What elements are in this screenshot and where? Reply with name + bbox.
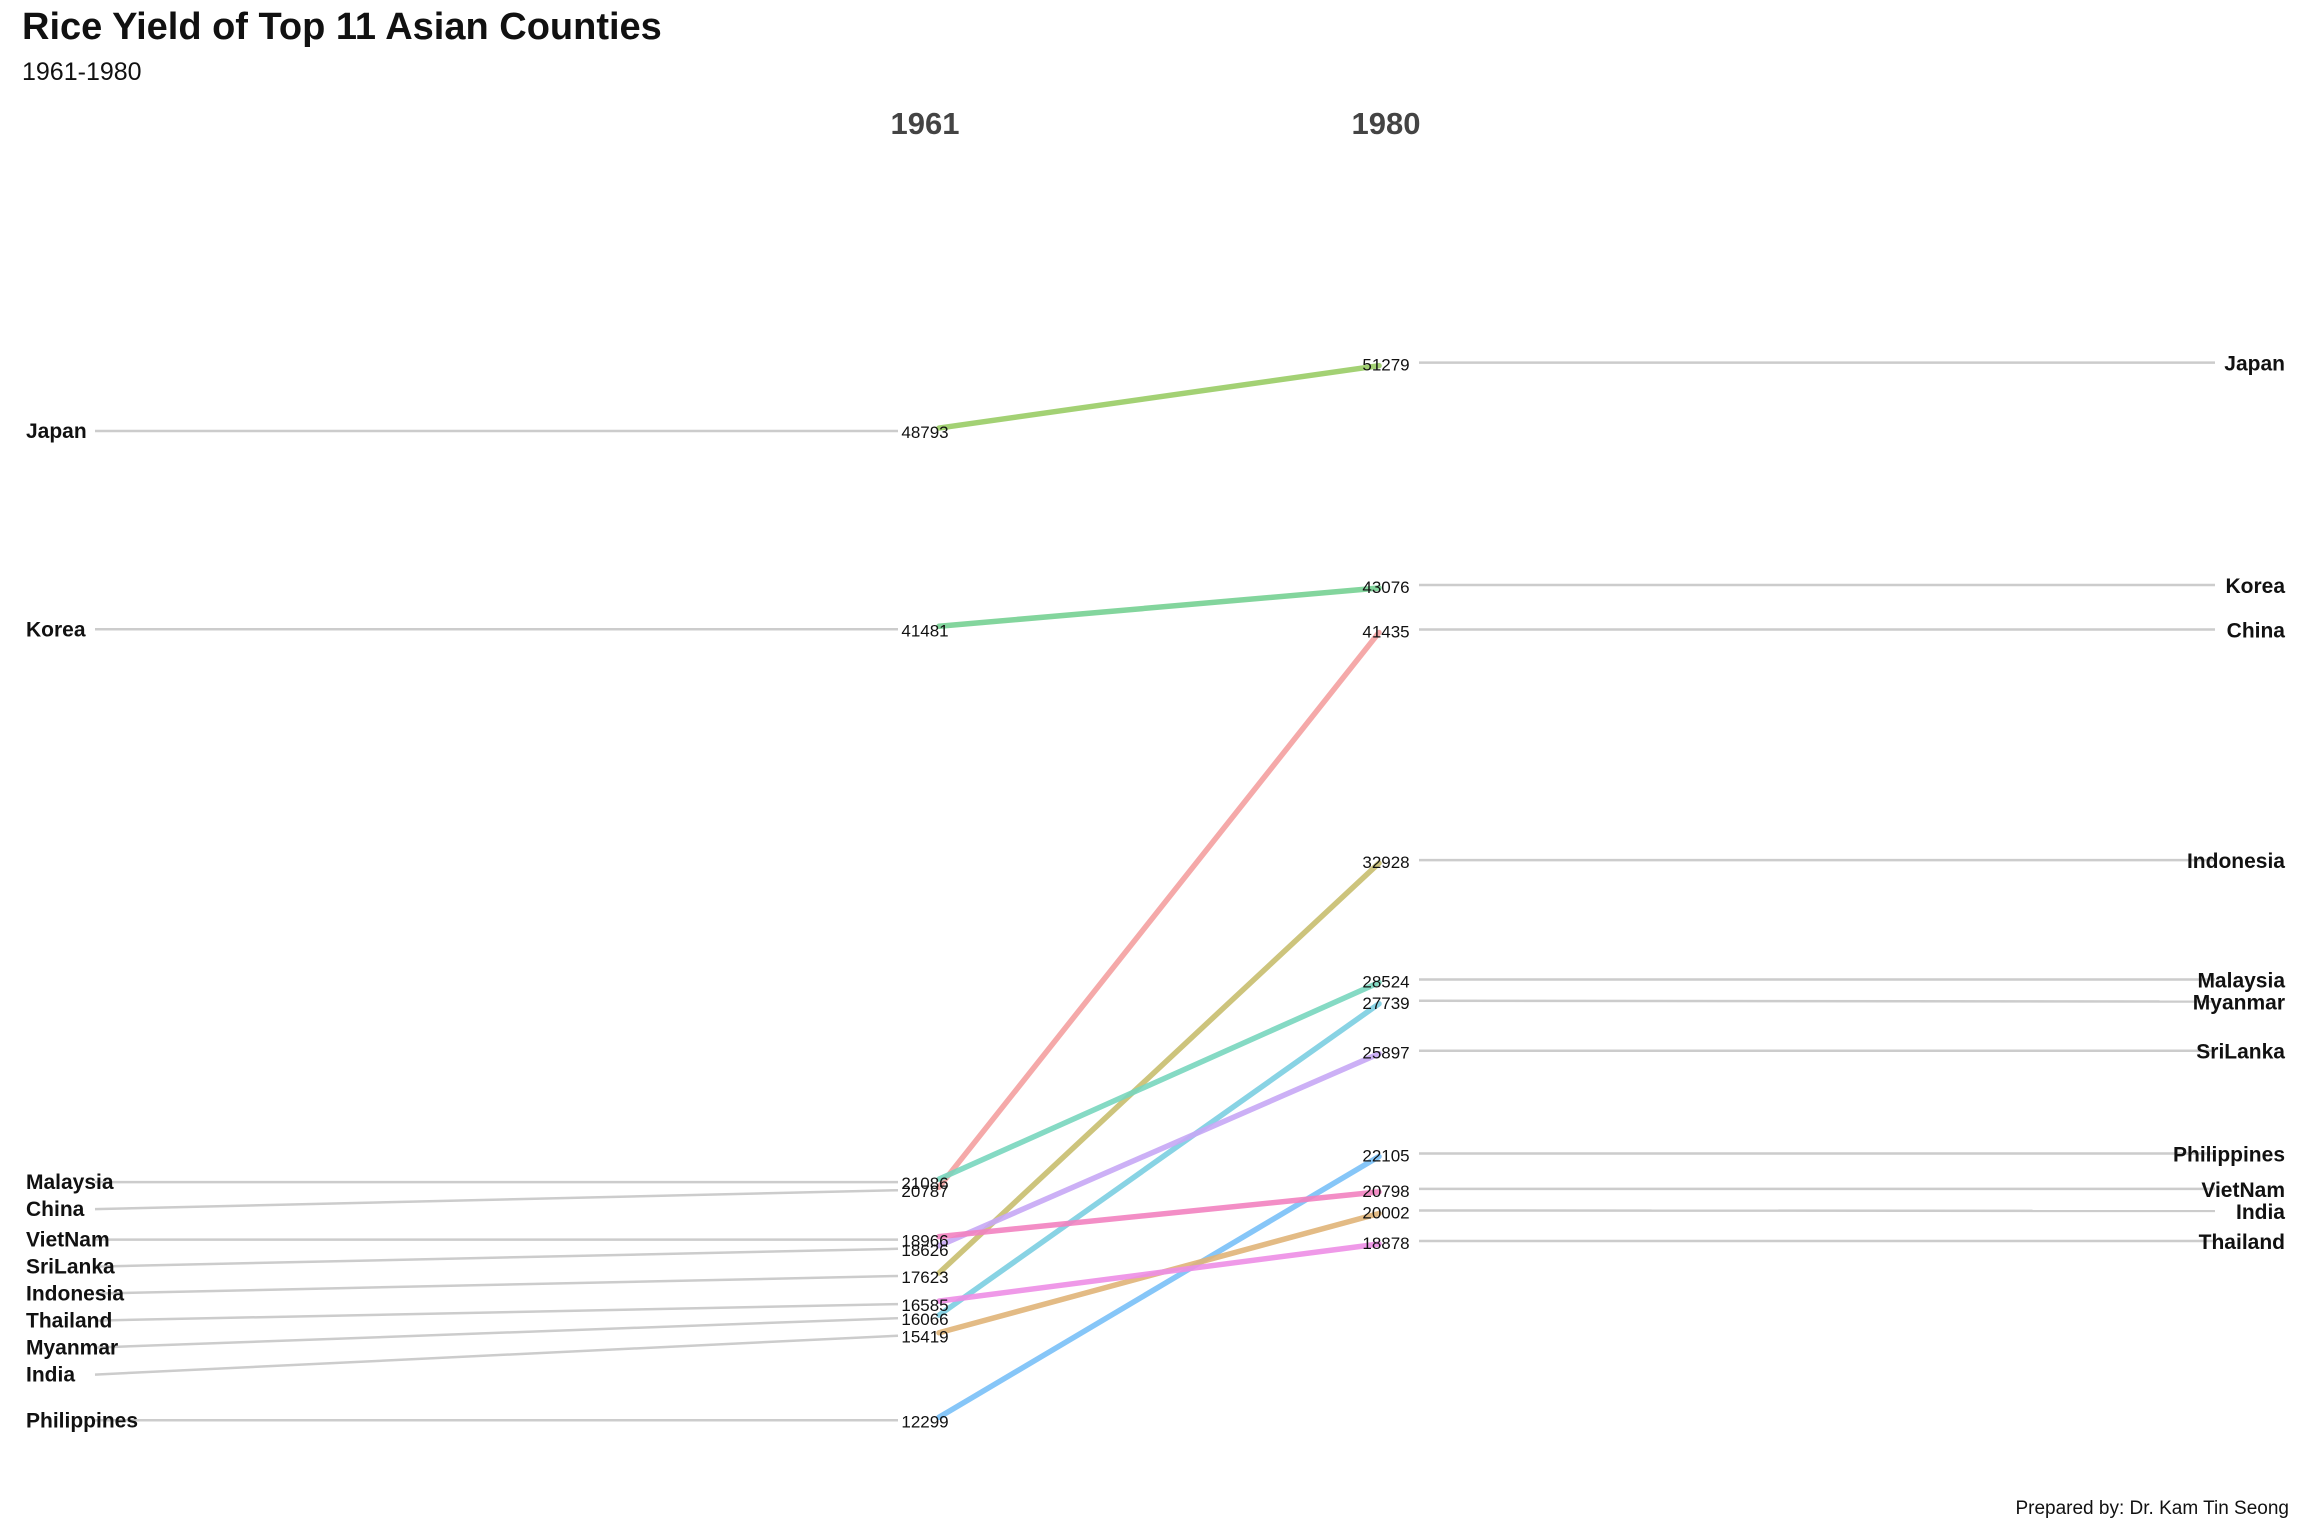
right-country-label-malaysia: Malaysia (2197, 969, 2285, 992)
slope-line-malaysia (936, 979, 1382, 1182)
value-label-start-vietnam: 18966 (901, 1232, 948, 1251)
value-label-end-indonesia: 32928 (1362, 853, 1409, 872)
year-label-end: 1980 (1352, 106, 1421, 141)
right-country-label-india: India (2236, 1201, 2285, 1224)
left-guide-line-india (94, 1334, 899, 1376)
left-country-label-india: India (26, 1364, 75, 1387)
chart-title: Rice Yield of Top 11 Asian Counties (22, 6, 662, 48)
chart-caption: Prepared by: Dr. Kam Tin Seong (2015, 1498, 2289, 1519)
value-label-start-malaysia: 21086 (901, 1174, 948, 1193)
left-guide-line-srilanka (94, 1247, 899, 1268)
value-label-start-philippines: 12299 (901, 1412, 948, 1431)
value-label-end-korea: 43076 (1362, 578, 1409, 597)
right-guide-line-myanmar (1418, 999, 2216, 1003)
left-guide-line-china (94, 1188, 899, 1211)
value-label-end-philippines: 22105 (1362, 1146, 1409, 1165)
right-country-label-china: China (2227, 620, 2286, 643)
value-label-end-srilanka: 25897 (1362, 1044, 1409, 1063)
value-label-end-myanmar: 27739 (1362, 994, 1409, 1013)
value-label-start-srilanka: 18626 (901, 1241, 948, 1260)
slope-line-china (936, 629, 1382, 1190)
left-country-label-srilanka: SriLanka (26, 1256, 115, 1279)
slope-line-philippines (936, 1153, 1382, 1421)
value-label-end-china: 41435 (1362, 623, 1409, 642)
value-label-end-india: 20002 (1362, 1203, 1409, 1222)
value-label-start-myanmar: 16066 (901, 1310, 948, 1329)
right-country-label-thailand: Thailand (2199, 1231, 2285, 1254)
slope-line-japan (936, 362, 1382, 431)
left-country-label-china: China (26, 1198, 85, 1221)
right-country-label-philippines: Philippines (2173, 1143, 2285, 1166)
right-country-label-korea: Korea (2225, 575, 2285, 598)
value-label-start-korea: 41481 (901, 621, 948, 640)
slope-line-thailand (936, 1241, 1382, 1304)
value-label-end-japan: 51279 (1362, 356, 1409, 375)
value-label-start-china: 20787 (901, 1182, 948, 1201)
right-country-label-vietnam: VietNam (2201, 1179, 2285, 1202)
left-country-label-malaysia: Malaysia (26, 1171, 114, 1194)
slope-line-srilanka (936, 1050, 1382, 1249)
left-country-label-thailand: Thailand (26, 1310, 112, 1333)
left-guide-line-myanmar (94, 1316, 899, 1349)
value-label-end-thailand: 18878 (1362, 1234, 1409, 1253)
slope-line-myanmar (936, 1001, 1382, 1318)
right-country-label-myanmar: Myanmar (2193, 991, 2285, 1014)
value-label-end-malaysia: 28524 (1362, 972, 1409, 991)
value-label-start-thailand: 16585 (901, 1296, 948, 1315)
slope-line-korea (936, 585, 1382, 630)
left-country-label-indonesia: Indonesia (26, 1283, 124, 1306)
value-label-end-vietnam: 20798 (1362, 1182, 1409, 1201)
right-country-label-srilanka: SriLanka (2196, 1041, 2285, 1064)
left-guide-line-indonesia (94, 1274, 899, 1295)
left-country-label-japan: Japan (26, 420, 87, 443)
left-country-label-korea: Korea (26, 618, 86, 641)
year-label-start: 1961 (891, 106, 960, 141)
value-label-start-india: 15419 (901, 1328, 948, 1347)
left-country-label-philippines: Philippines (26, 1409, 138, 1432)
left-country-label-vietnam: VietNam (26, 1229, 110, 1252)
right-country-label-japan: Japan (2224, 353, 2285, 376)
slope-line-vietnam (936, 1189, 1382, 1240)
right-country-label-indonesia: Indonesia (2187, 850, 2285, 873)
left-guide-line-thailand (94, 1302, 899, 1322)
value-label-start-indonesia: 17623 (901, 1268, 948, 1287)
value-label-start-japan: 48793 (901, 423, 948, 442)
chart-subtitle: 1961-1980 (22, 58, 142, 86)
slope-line-indonesia (936, 860, 1382, 1276)
left-country-label-myanmar: Myanmar (26, 1337, 118, 1360)
